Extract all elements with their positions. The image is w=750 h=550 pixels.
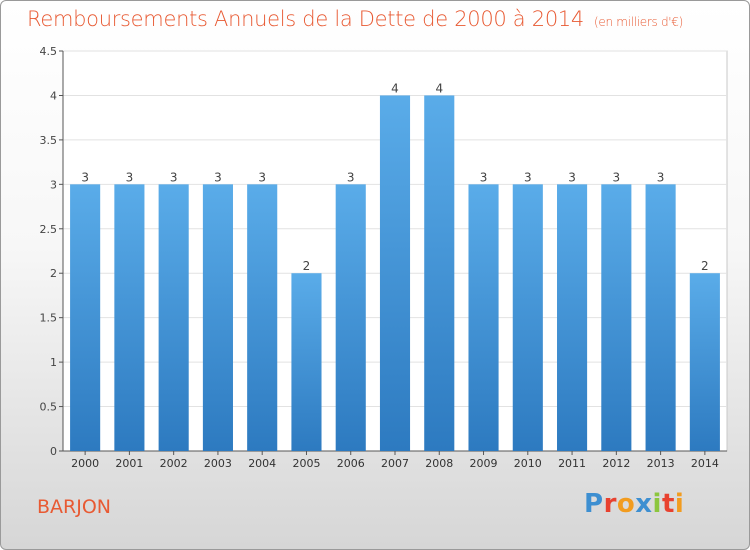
x-tick-label: 2000 [71,457,99,470]
y-tick-label: 0 [50,445,57,458]
y-tick-label: 1 [50,356,57,369]
data-label: 3 [657,170,665,184]
bar [70,184,101,452]
x-axis: 2000 2001 2002 2003 2004 2005 2006 2007 2008 2009… [71,451,719,470]
data-label: 3 [613,170,621,184]
bar [468,184,499,452]
logo-letter: P [584,489,604,519]
x-tick-label: 2002 [160,457,188,470]
y-tick-label: 3.5 [40,134,58,147]
commune-name: BARJON [37,496,112,518]
chart-unit-note: (en milliers d'€) [594,15,684,29]
logo-letter: i [674,489,685,519]
logo-letter: x [635,489,653,519]
bar [114,184,145,452]
y-tick-label: 4 [50,89,57,102]
x-tick-label: 2013 [647,457,675,470]
x-tick-label: 2005 [292,457,320,470]
data-label: 3 [170,170,178,184]
data-label: 2 [701,259,709,273]
bars [70,95,720,452]
bar [158,184,189,452]
x-tick-label: 2003 [204,457,232,470]
y-tick-label: 1.5 [40,312,58,325]
data-label: 4 [435,81,443,95]
data-label: 2 [303,259,311,273]
y-tick-label: 4.5 [40,45,58,58]
y-tick-label: 3 [50,178,57,191]
data-label: 3 [126,170,134,184]
data-label: 3 [568,170,576,184]
chart-title: Remboursements Annuels de la Dette de 20… [27,7,683,31]
x-tick-label: 2012 [602,457,630,470]
bar [512,184,543,452]
data-label: 3 [258,170,266,184]
x-tick-label: 2009 [470,457,498,470]
x-tick-label: 2006 [337,457,365,470]
y-tick-label: 2.5 [40,223,58,236]
data-label: 3 [214,170,222,184]
bar [557,184,588,452]
data-label: 3 [347,170,355,184]
x-tick-label: 2014 [691,457,719,470]
bar [645,184,676,452]
y-tick-label: 0.5 [40,401,58,414]
proxiti-logo: Proxiti [584,489,684,519]
logo-letter: t [661,489,675,519]
bar [335,184,366,452]
bar [247,184,278,452]
x-tick-label: 2010 [514,457,542,470]
bar [202,184,233,452]
logo-letter: o [616,489,636,519]
x-tick-label: 2001 [115,457,143,470]
logo-letter: r [603,489,617,519]
bar [379,95,411,451]
x-tick-label: 2004 [248,457,276,470]
data-label: 4 [391,81,399,95]
data-label: 3 [81,170,89,184]
bar [689,273,720,451]
y-tick-label: 2 [50,267,57,280]
data-label: 3 [524,170,532,184]
x-tick-label: 2011 [558,457,586,470]
bar [601,184,632,452]
data-labels: 3 3 3 3 3 2 3 4 4 3 3 3 3 3 2 [81,81,708,273]
logo-letter: i [652,489,662,519]
x-tick-label: 2007 [381,457,409,470]
bar [424,95,455,451]
data-label: 3 [480,170,488,184]
x-tick-label: 2008 [425,457,453,470]
bar [291,273,322,451]
chart-title-text: Remboursements Annuels de la Dette de 20… [27,7,584,31]
